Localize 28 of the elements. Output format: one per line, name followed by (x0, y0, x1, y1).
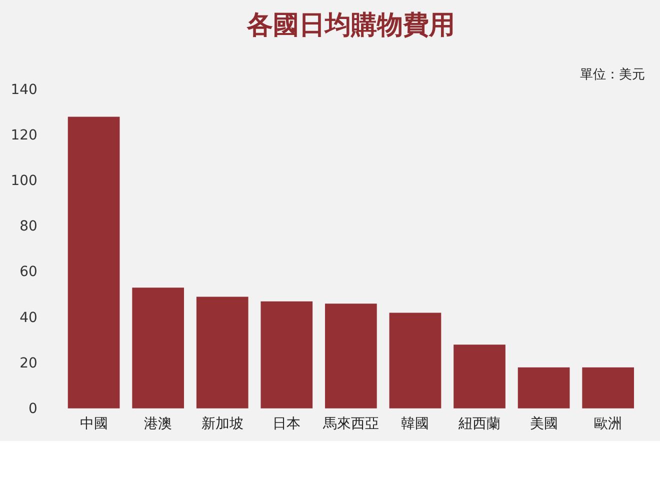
x-tick-label: 馬來西亞 (322, 416, 379, 432)
bar (132, 288, 184, 408)
y-tick-label: 140 (10, 82, 38, 98)
bar (68, 116, 120, 408)
y-tick-label: 0 (28, 400, 38, 417)
y-tick-label: 100 (10, 173, 38, 190)
bar (582, 367, 634, 408)
x-tick-label: 紐西蘭 (458, 416, 501, 432)
x-tick-label: 美國 (530, 416, 558, 432)
y-tick-label: 40 (20, 310, 38, 326)
bar (196, 296, 248, 408)
bar (389, 312, 442, 408)
bar (325, 304, 377, 408)
text: 單位：美元 (580, 66, 646, 82)
y-tick-label: 60 (20, 264, 38, 280)
bar (260, 301, 313, 408)
x-tick-label: 韓國 (401, 416, 430, 432)
y-tick-label: 120 (10, 127, 38, 144)
chart-title: 各國日均購物費用 (246, 10, 455, 41)
bar (454, 344, 506, 408)
x-tick-label: 港澳 (144, 416, 172, 432)
x-tick-label: 歐洲 (594, 416, 622, 432)
x-tick-label: 新加坡 (201, 416, 244, 432)
bar (518, 367, 570, 408)
y-tick-label: 20 (20, 355, 38, 372)
x-tick-label: 日本 (272, 416, 301, 432)
y-tick-label: 80 (20, 218, 38, 235)
x-tick-label: 中國 (80, 416, 108, 432)
